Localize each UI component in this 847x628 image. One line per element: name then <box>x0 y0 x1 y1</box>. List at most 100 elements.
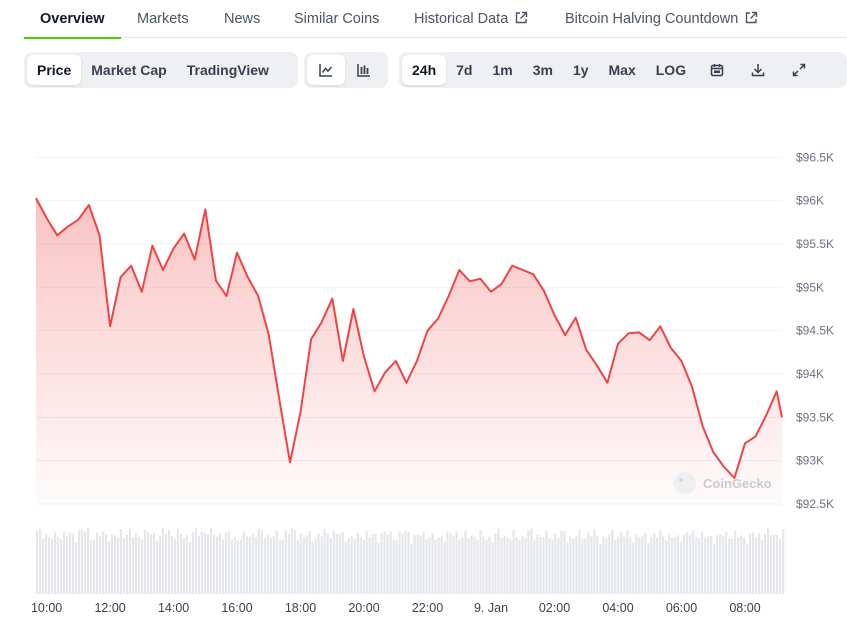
range-1m-button[interactable]: 1m <box>492 62 513 78</box>
range-24h-button[interactable]: 24h <box>402 55 447 85</box>
calendar-icon <box>710 64 723 77</box>
volume-bar <box>158 535 161 594</box>
volume-bar <box>72 533 75 594</box>
volume-bar <box>512 529 515 594</box>
volume-bar <box>230 539 233 594</box>
price-series-line[interactable] <box>35 197 783 479</box>
volume-bar <box>188 542 191 594</box>
tab-label: News <box>224 11 261 27</box>
tab-bar: Overview Markets News Similar Coins Historic… <box>24 0 847 39</box>
volume-bar <box>383 531 386 594</box>
volume-bar <box>395 539 398 594</box>
x-tick-label: 02:00 <box>539 601 570 615</box>
volume-bar <box>563 531 566 594</box>
metric-market-cap-button[interactable]: Market Cap <box>91 62 167 78</box>
volume-bar <box>290 528 293 594</box>
range-7d-button[interactable]: 7d <box>456 62 473 78</box>
volume-bar <box>392 539 395 594</box>
volume-bar <box>704 536 707 594</box>
volume-bar <box>119 529 123 594</box>
volume-bar <box>689 535 692 594</box>
volume-bar <box>209 528 212 594</box>
volume-bar <box>45 533 48 594</box>
volume-bar <box>647 543 650 594</box>
volume-bar <box>440 536 443 594</box>
volume-bar <box>695 537 698 594</box>
tab-bitcoin-halving-countdown[interactable]: Bitcoin Halving Countdown <box>565 0 758 38</box>
tab-similar-coins[interactable]: Similar Coins <box>294 0 379 38</box>
volume-bar <box>104 534 108 594</box>
volume-bar <box>176 529 179 594</box>
calendar-button[interactable] <box>696 55 737 85</box>
volume-bar <box>776 535 779 594</box>
metric-tradingview-button[interactable]: TradingView <box>186 62 269 78</box>
volume-bar <box>140 539 144 594</box>
tab-markets[interactable]: Markets <box>137 0 189 38</box>
volume-bar <box>48 537 51 594</box>
volume-bar <box>110 534 114 594</box>
volume-bar <box>39 529 42 594</box>
range-max-button[interactable]: Max <box>608 62 636 78</box>
volume-bar <box>60 539 63 594</box>
volume-bar <box>632 542 635 594</box>
volume-bar <box>722 536 725 594</box>
price-area <box>36 198 782 504</box>
metric-price-button[interactable]: Price <box>27 55 82 85</box>
tab-overview[interactable]: Overview <box>24 0 121 39</box>
volume-bar <box>737 536 740 594</box>
coingecko-logo-icon <box>674 472 696 494</box>
price-line[interactable] <box>35 197 783 479</box>
tab-historical-data[interactable]: Historical Data <box>414 0 528 38</box>
volume-bar <box>359 536 362 594</box>
volume-bar <box>404 531 407 594</box>
tab-label: Similar Coins <box>294 11 380 27</box>
volume-bar <box>713 543 716 594</box>
volume-bars <box>36 528 785 594</box>
y-tick-label: $94.5K <box>796 324 834 338</box>
volume-bar <box>587 532 590 594</box>
y-tick-label: $94K <box>796 367 824 381</box>
tab-news[interactable]: News <box>224 0 260 38</box>
volume-bar <box>134 533 138 594</box>
y-tick-label: $93.5K <box>796 410 834 424</box>
fullscreen-button[interactable] <box>778 55 819 85</box>
x-tick-label: 08:00 <box>729 601 760 615</box>
volume-bar <box>122 537 126 594</box>
volume-bar <box>332 530 335 594</box>
volume-bar <box>464 530 467 594</box>
volume-bar <box>98 535 102 594</box>
volume-bar <box>278 540 281 594</box>
volume-bar <box>491 542 494 594</box>
download-button[interactable] <box>737 55 778 85</box>
volume-bar <box>131 537 135 594</box>
volume-bar <box>341 531 344 594</box>
volume-bar <box>590 536 593 594</box>
volume-bar <box>458 539 461 594</box>
x-tick-label: 20:00 <box>348 601 379 615</box>
volume-bar <box>767 528 770 594</box>
line-chart-icon[interactable] <box>307 55 345 85</box>
x-tick-label: 12:00 <box>94 601 125 615</box>
volume-bar <box>665 540 668 594</box>
volume-bar <box>500 537 503 594</box>
tab-label: Markets <box>137 11 189 27</box>
x-tick-label: 22:00 <box>412 601 443 615</box>
volume-bar <box>305 535 308 594</box>
volume-bar <box>284 530 287 594</box>
volume-bar <box>488 536 491 594</box>
volume-bar <box>74 542 78 594</box>
volume-bar <box>63 531 66 594</box>
range-log-button[interactable]: LOG <box>655 62 687 78</box>
range-3m-button[interactable]: 3m <box>532 62 553 78</box>
candlestick-chart-icon[interactable] <box>345 55 383 85</box>
volume-bar <box>233 536 236 594</box>
volume-bar <box>302 537 305 594</box>
volume-bar <box>557 538 560 594</box>
range-1y-button[interactable]: 1y <box>572 62 589 78</box>
volume-bar <box>524 537 527 594</box>
fullscreen-icon <box>792 63 805 77</box>
x-tick-label: 18:00 <box>285 601 316 615</box>
volume-bar <box>311 541 314 594</box>
volume-bar <box>653 533 656 594</box>
y-tick-label: $95K <box>796 280 824 294</box>
